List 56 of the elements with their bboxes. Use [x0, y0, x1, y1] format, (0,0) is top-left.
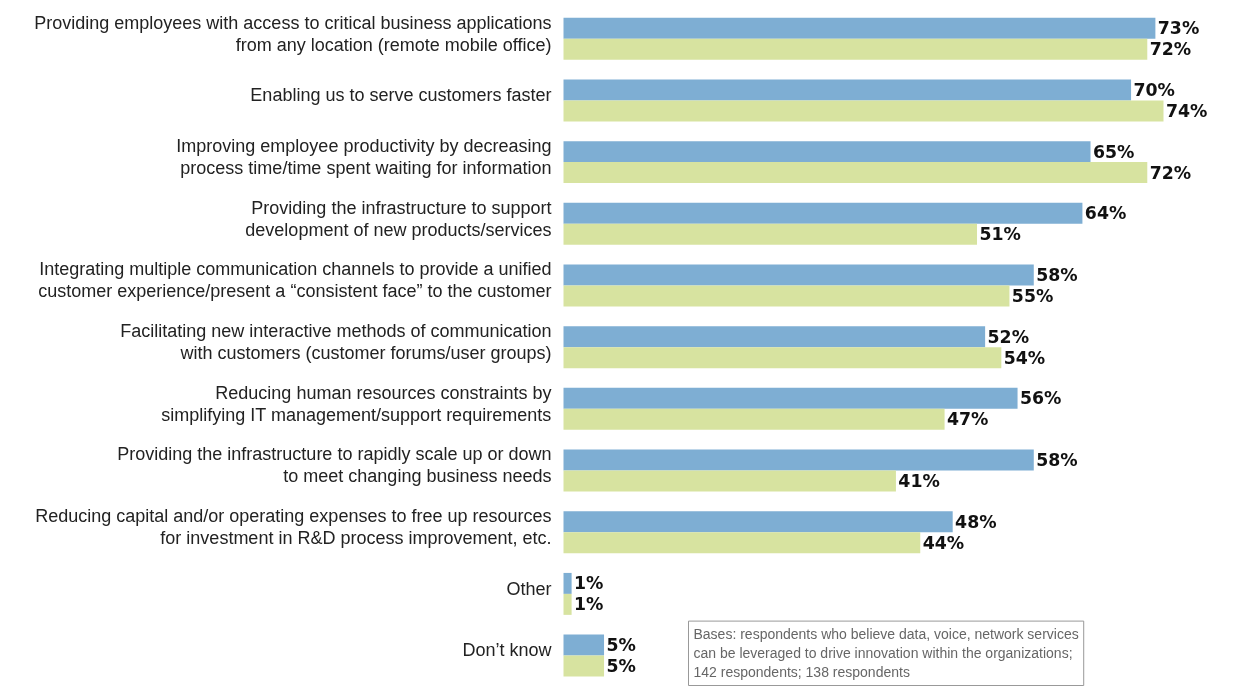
y-tick-label: Providing employees with access to critical business applications from any location (remote mobile office): [34, 12, 552, 55]
bar: [563, 264, 1034, 286]
bar: [563, 408, 945, 430]
y-tick-label: Integrating multiple communication channels to provide a unified customer experience/present a “consistent face” to the customer: [38, 259, 552, 302]
data-label: 56%: [1019, 388, 1062, 409]
data-label: 64%: [1084, 203, 1127, 224]
bar: [563, 326, 986, 348]
annotation: Bases: respondents who believe data, voice, network services can be leveraged to drive innovation within the organizations; 142 respondents; 138 respondents: [693, 626, 1079, 681]
data-label: 44%: [922, 532, 965, 553]
bar: [563, 572, 572, 594]
y-tick-label: Enabling us to serve customers faster: [250, 85, 552, 106]
data-label: 65%: [1092, 141, 1135, 162]
data-label: 51%: [979, 224, 1021, 245]
y-tick-label: Don’t know: [462, 640, 553, 661]
data-label: 58%: [1036, 264, 1078, 285]
y-tick-label: Providing the infrastructure to support development of new products/services: [245, 197, 552, 240]
data-label: 58%: [1036, 450, 1078, 471]
bar: [563, 17, 1156, 39]
data-label: 5%: [606, 656, 636, 677]
y-tick-label: Reducing human resources constraints by simplifying IT management/support requirements: [161, 382, 552, 425]
bar: [563, 202, 1083, 224]
data-label: 70%: [1133, 79, 1175, 100]
bar: [563, 634, 605, 656]
bar: [563, 347, 1002, 369]
bar: [563, 223, 978, 245]
bar: [563, 285, 1010, 307]
data-label: 41%: [898, 471, 940, 492]
bar: [563, 38, 1148, 60]
data-label: 52%: [987, 326, 1030, 347]
bar: [563, 162, 1148, 184]
data-label: 72%: [1149, 39, 1192, 60]
bar: [563, 449, 1034, 471]
data-label: 5%: [606, 635, 636, 656]
y-tick-label: Improving employee productivity by decreasing process time/time spent waiting for information: [176, 135, 552, 178]
y-tick-label: Facilitating new interactive methods of communication with customers (customer forums/user groups): [120, 320, 552, 363]
bar: [563, 470, 896, 492]
data-label: 47%: [946, 409, 989, 430]
bar: [563, 532, 921, 554]
data-label: 73%: [1157, 18, 1200, 39]
y-tick-label: Other: [506, 578, 552, 599]
bar: [563, 79, 1132, 101]
data-label: 55%: [1011, 285, 1054, 306]
data-label: 1%: [574, 573, 604, 594]
data-label: 54%: [1003, 347, 1046, 368]
bar: [563, 100, 1164, 122]
data-label: 72%: [1149, 162, 1192, 183]
y-tick-label: Reducing capital and/or operating expenses to free up resources for investment in R&D process improvement, etc.: [35, 505, 552, 548]
data-label: 48%: [955, 511, 997, 532]
bar: [563, 387, 1018, 409]
bar: [563, 655, 605, 677]
data-label: 74%: [1165, 100, 1208, 121]
data-label: 1%: [574, 594, 604, 615]
bar: [563, 141, 1091, 163]
bar: [563, 511, 953, 533]
bar: [563, 593, 572, 615]
y-tick-label: Providing the infrastructure to rapidly scale up or down to meet changing business needs: [117, 444, 552, 487]
